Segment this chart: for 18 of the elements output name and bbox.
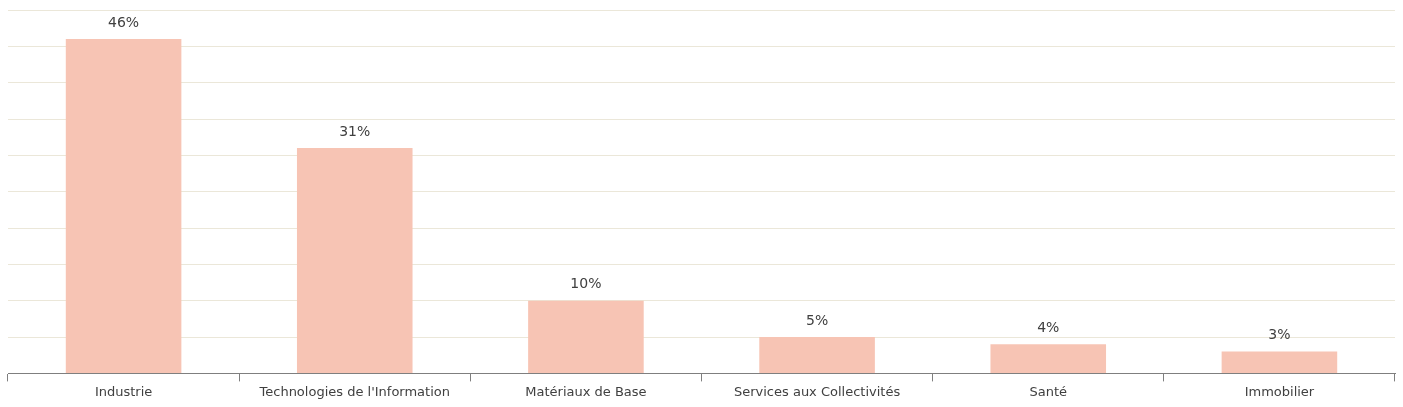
data-label: 10%	[570, 275, 602, 292]
data-label: 4%	[1037, 318, 1060, 335]
data-label: 46%	[108, 13, 140, 30]
x-tick-label: Immobilier	[1244, 383, 1315, 399]
x-tick-label: Services aux Collectivités	[733, 383, 901, 399]
bar	[528, 300, 644, 373]
bar	[1221, 351, 1338, 373]
bar	[759, 337, 875, 373]
data-label: 5%	[805, 311, 829, 328]
bar	[296, 148, 413, 373]
x-tick-label: Technologies de l'Information	[258, 383, 450, 399]
bar	[990, 344, 1107, 373]
data-label: 31%	[339, 122, 371, 139]
x-tick-label: Matériaux de Base	[525, 383, 647, 399]
bar	[65, 39, 182, 373]
x-tick-label: Industrie	[94, 383, 153, 399]
x-tick-label: Santé	[1029, 383, 1068, 399]
data-label: 3%	[1268, 326, 1291, 343]
